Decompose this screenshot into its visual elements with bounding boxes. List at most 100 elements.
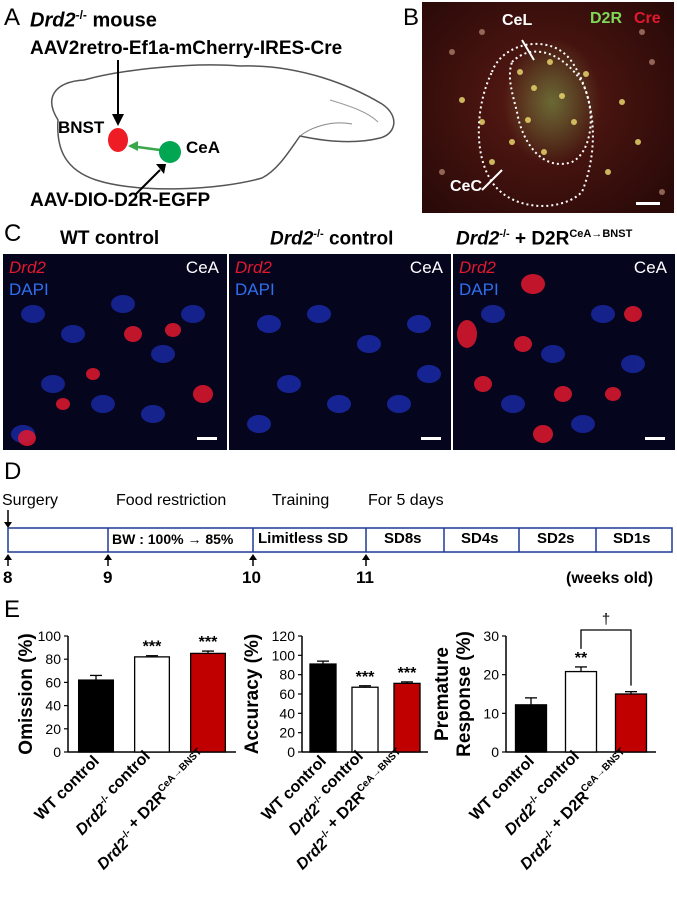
c-title-rescue-gene: Drd2: [456, 228, 500, 250]
bar: [514, 704, 548, 753]
d-stage-2: SD4s: [461, 530, 499, 547]
y-tick-label: 60: [45, 674, 61, 690]
d-food-restriction-label: Food restriction: [116, 492, 227, 509]
c-image-ko: Drd2 DAPI CeA: [229, 254, 451, 450]
y-tick-label: 0: [491, 744, 499, 760]
bnst-label: BNST: [58, 118, 105, 137]
d-stage-3: SD2s: [537, 530, 575, 547]
bracket-label: †: [602, 611, 610, 628]
d-training-label: Training: [272, 492, 330, 509]
projection-arrowhead: [128, 141, 138, 151]
significance-mark: ***: [398, 665, 417, 682]
d-week-8: 8: [3, 568, 13, 587]
brain-schematic: [51, 60, 395, 195]
panel-label-d: D: [4, 458, 22, 485]
c-rescue-dapi-label: DAPI: [459, 280, 499, 299]
b-cec-label: CeC: [450, 178, 483, 195]
c-wt-drd2-label: Drd2: [9, 258, 46, 277]
c-title-wt-text: WT control: [60, 228, 160, 249]
d-week-10: 10: [242, 568, 261, 587]
d-bw-label: BW : 100% → 85%: [112, 531, 234, 547]
cell-dots: [459, 59, 641, 175]
bar: [77, 679, 115, 753]
significance-mark: **: [575, 650, 588, 667]
cea-dot: [159, 141, 181, 163]
c-title-rescue-text: + D2R: [509, 228, 570, 250]
panel-a-genotype-title: Drd2-/- mouse: [30, 8, 157, 33]
y-tick-label: 80: [45, 651, 61, 667]
scale-bar: [636, 202, 660, 205]
y-tick-label: 120: [272, 628, 296, 644]
d-stage-4: SD1s: [613, 530, 651, 547]
arrow-bottom-head: [156, 164, 166, 174]
y-tick-label: 100: [272, 647, 296, 663]
d-timeline-box: [7, 527, 673, 553]
c-ko-drd2-label: Drd2: [235, 258, 272, 277]
c-rescue-region-label: CeA: [633, 258, 667, 277]
d-stage-1: SD8s: [384, 530, 422, 547]
y-tick-label: 60: [279, 686, 295, 702]
y-tick-label: 10: [483, 705, 499, 721]
brain-outline: [51, 64, 395, 190]
c-image-ko-cells: [247, 305, 441, 433]
b-cre-label: Cre: [634, 10, 661, 27]
c-ko-dapi-label: DAPI: [235, 280, 275, 299]
cel-outline: [508, 50, 592, 165]
c-title-rescue: Drd2-/- + D2RCeA→BNST: [456, 228, 632, 250]
b-cel-label: CeL: [502, 12, 533, 29]
panel-label-e: E: [4, 596, 21, 623]
c-title-wt: WT control: [60, 228, 159, 250]
y-tick-label: 20: [279, 725, 295, 741]
panel-label-b: B: [403, 4, 420, 31]
y-tick-label: 20: [45, 721, 61, 737]
significance-mark: ***: [356, 669, 375, 686]
c-wt-scale-bar: [197, 437, 217, 440]
c-title-ko-gene: Drd2: [270, 228, 314, 250]
c-title-rescue-sup: -/-: [499, 228, 510, 240]
significance-mark: ***: [199, 634, 218, 651]
genotype-superscript: -/-: [75, 8, 87, 22]
genotype-gene: Drd2: [30, 9, 76, 32]
d-timeline: [4, 510, 673, 566]
bnst-dot: [108, 128, 128, 152]
cea-outline: [477, 43, 594, 207]
c-wt-dapi-label: DAPI: [9, 280, 49, 299]
cea-label: CeA: [186, 138, 221, 157]
panel-b-micrograph: CeL CeC D2R Cre: [422, 2, 674, 213]
c-ko-region-label: CeA: [409, 258, 443, 277]
y-axis-label: Response (%): [454, 631, 475, 757]
y-tick-label: 0: [53, 744, 61, 760]
virus-bottom-label: AAV-DIO-D2R-EGFP: [30, 190, 211, 211]
c-title-ko-text: control: [323, 228, 394, 250]
bar: [133, 656, 171, 753]
c-title-rescue-sup2: CeA→BNST: [569, 228, 633, 240]
significance-mark: ***: [143, 639, 162, 656]
y-axis-label: Premature: [432, 647, 453, 741]
bar: [351, 686, 379, 753]
y-tick-label: 80: [279, 667, 295, 683]
d-surgery-label: Surgery: [2, 492, 59, 509]
y-tick-label: 100: [38, 628, 62, 644]
c-image-rescue-cells: [457, 274, 645, 443]
virus-top-label: AAV2retro-Ef1a-mCherry-IRES-Cre: [30, 38, 343, 59]
c-wt-region-label: CeA: [185, 258, 219, 277]
y-axis-label: Omission (%): [16, 633, 37, 754]
y-tick-label: 20: [483, 667, 499, 683]
arrow-top-head: [112, 114, 124, 126]
y-tick-label: 30: [483, 628, 499, 644]
y-tick-label: 40: [45, 698, 61, 714]
c-image-rescue: Drd2 DAPI CeA: [453, 254, 675, 450]
arrow-bottom-line: [135, 169, 161, 195]
panel-label-c: C: [4, 220, 22, 247]
c-title-ko: Drd2-/- control: [270, 228, 393, 250]
c-rescue-scale-bar: [645, 437, 665, 440]
panel-b-overlay: [439, 29, 665, 207]
c-title-ko-sup: -/-: [313, 228, 324, 240]
bar: [189, 652, 227, 753]
y-tick-label: 40: [279, 705, 295, 721]
c-ko-scale-bar: [421, 437, 441, 440]
